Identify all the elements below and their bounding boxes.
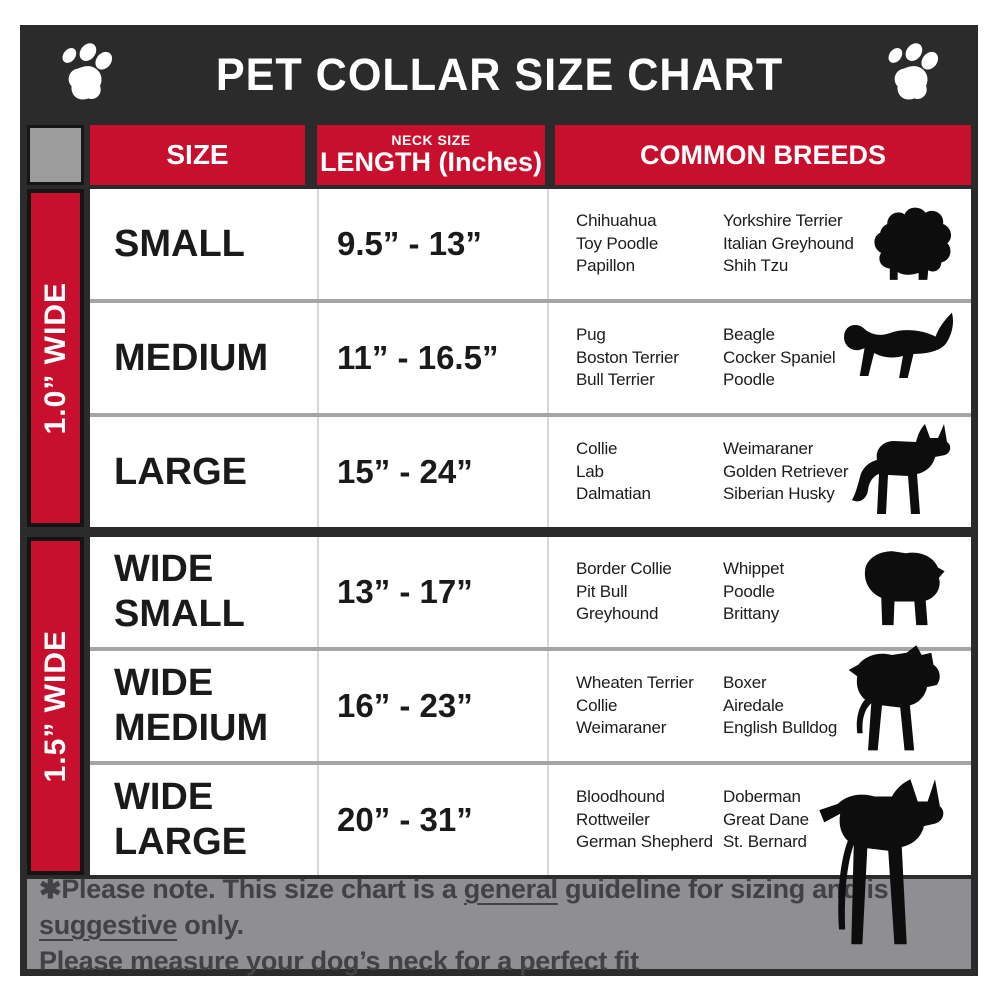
breeds-cell: Bloodhound Rottweiler German Shepherd Do…	[549, 765, 971, 945]
breed: Collie	[576, 695, 618, 715]
neck-length-cell: 20” - 31”	[317, 765, 549, 875]
breed: Pug	[576, 325, 606, 345]
table-row-small: SMALL 9.5” - 13” Chihuahua Toy Poodle Pa…	[90, 189, 971, 299]
size-cell: WIDE LARGE	[114, 776, 247, 863]
column-header-neck-length: NECK SIZE LENGTH (Inches)	[317, 125, 545, 185]
breed: Italian Greyhound	[723, 233, 854, 253]
corner-block	[27, 125, 84, 185]
breed: German Shepherd	[576, 832, 713, 852]
breeds-cell: Chihuahua Toy Poodle Papillon Yorkshire …	[549, 189, 971, 299]
breed: English Bulldog	[723, 718, 838, 738]
size-chart-panel: PET COLLAR SIZE CHART SIZE NECK SIZE LEN…	[20, 25, 978, 976]
breed: Rottweiler	[576, 809, 650, 829]
footer-note: ✱Please note. This size chart is a gener…	[27, 874, 971, 976]
breed: Collie	[576, 439, 618, 459]
breed: Weimaraner	[576, 718, 667, 738]
underlined-word: general	[463, 874, 558, 905]
breed: Siberian Husky	[723, 484, 835, 504]
width-label: 1.5” WIDE	[38, 629, 72, 783]
table-row-wide-small: WIDE SMALL 13” - 17” Border Collie Pit B…	[90, 537, 971, 647]
breeds-cell: Border Collie Pit Bull Greyhound Whippet…	[549, 537, 971, 647]
paw-print-icon	[49, 38, 123, 108]
breed: Lab	[576, 461, 604, 481]
section-1-5-wide: 1.5” WIDE WIDE SMALL 13” - 17” Border Co…	[27, 537, 971, 945]
breed: Toy Poodle	[576, 233, 659, 253]
neck-length-cell: 16” - 23”	[317, 651, 549, 761]
width-label-strip: 1.5” WIDE	[27, 537, 84, 875]
breed: Doberman	[723, 787, 801, 807]
breed: St. Bernard	[723, 832, 807, 852]
breed: Chihuahua	[576, 211, 657, 231]
column-header-row: SIZE NECK SIZE LENGTH (Inches) COMMON BR…	[27, 125, 971, 185]
breed: Shih Tzu	[723, 256, 789, 276]
footer-note-line1: ✱Please note. This size chart is a gener…	[39, 874, 889, 941]
breeds-cell: Pug Boston Terrier Bull Terrier Beagle C…	[549, 303, 971, 413]
width-label-strip: 1.0” WIDE	[27, 189, 84, 527]
breed: Poodle	[723, 581, 775, 601]
section-1-0-wide: 1.0” WIDE SMALL 9.5” - 13” Chihuahua Toy…	[27, 189, 971, 527]
breed: Poodle	[723, 370, 775, 390]
small-fluffy-dog-icon	[874, 207, 952, 280]
breed: Bloodhound	[576, 787, 665, 807]
size-cell: LARGE	[114, 450, 247, 493]
title-bar: PET COLLAR SIZE CHART	[27, 25, 971, 125]
size-cell: MEDIUM	[114, 336, 269, 379]
column-header-neck-sub: NECK SIZE	[391, 132, 471, 149]
size-cell: WIDE SMALL	[114, 548, 245, 635]
underlined-word: suggestive	[39, 910, 178, 941]
neck-length-cell: 11” - 16.5”	[317, 303, 549, 413]
size-cell: SMALL	[114, 222, 245, 265]
table-row-wide-large: WIDE LARGE 20” - 31” Bloodhound Rottweil…	[90, 765, 971, 945]
column-header-neck-main: LENGTH (Inches)	[319, 147, 542, 178]
breed: Great Dane	[723, 809, 809, 829]
breed: Dalmatian	[576, 484, 651, 504]
breed: Cocker Spaniel	[723, 347, 836, 367]
breed: Boston Terrier	[576, 347, 679, 367]
breed: Weimaraner	[723, 439, 814, 459]
neck-length-cell: 15” - 24”	[317, 417, 549, 527]
size-cell: WIDE MEDIUM	[114, 662, 269, 749]
neck-length-cell: 13” - 17”	[317, 537, 549, 647]
breed: Yorkshire Terrier	[723, 211, 843, 231]
breed: Bull Terrier	[576, 370, 655, 390]
breed: Greyhound	[576, 604, 659, 624]
table-row-large: LARGE 15” - 24” Collie Lab Dalmatian Wei…	[90, 417, 971, 527]
pitbull-dog-icon	[848, 645, 940, 751]
breed: Whippet	[723, 559, 784, 579]
table-row-wide-medium: WIDE MEDIUM 16” - 23” Wheaten Terrier Co…	[90, 645, 971, 761]
breeds-cell: Wheaten Terrier Collie Weimaraner Boxer …	[549, 645, 971, 761]
bulldog-dog-icon	[864, 551, 945, 626]
breeds-cell: Collie Lab Dalmatian Weimaraner Golden R…	[549, 417, 971, 527]
section-divider	[27, 527, 971, 537]
page-title: PET COLLAR SIZE CHART	[215, 49, 783, 100]
column-header-size: SIZE	[90, 125, 305, 185]
breed: Papillon	[576, 256, 635, 276]
table-row-medium: MEDIUM 11” - 16.5” Pug Boston Terrier Bu…	[90, 303, 971, 413]
width-label: 1.0” WIDE	[38, 281, 72, 435]
breed: Boxer	[723, 673, 767, 693]
breed: Beagle	[723, 325, 775, 345]
footer-note-line2: Please measure your dog’s neck for a per…	[39, 945, 639, 976]
breed: Brittany	[723, 604, 780, 624]
breed: Wheaten Terrier	[576, 673, 694, 693]
breed: Pit Bull	[576, 581, 628, 601]
breed: Airedale	[723, 695, 784, 715]
beagle-dog-icon	[844, 312, 954, 378]
column-header-breeds: COMMON BREEDS	[555, 125, 971, 185]
breed: Golden Retriever	[723, 461, 849, 481]
doberman-dog-icon	[819, 779, 944, 945]
paw-print-icon	[875, 38, 949, 108]
husky-dog-icon	[852, 424, 951, 514]
neck-length-cell: 9.5” - 13”	[317, 189, 549, 299]
breed: Border Collie	[576, 559, 672, 579]
